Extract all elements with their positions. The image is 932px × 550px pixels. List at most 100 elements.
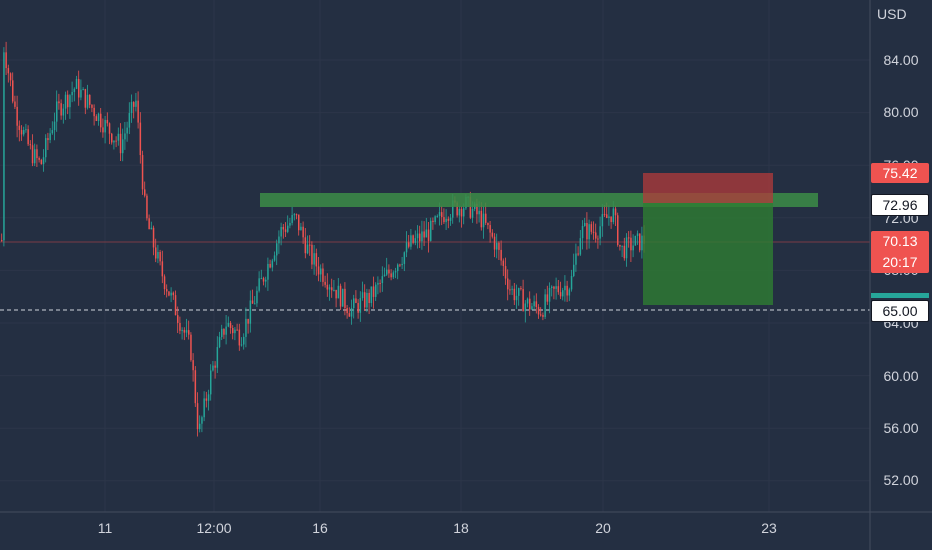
candle-body	[379, 282, 381, 284]
candle-body	[432, 220, 434, 223]
candle-body	[628, 237, 630, 239]
candle-body	[258, 278, 260, 291]
candle-body	[372, 286, 375, 297]
candle-body	[392, 272, 395, 278]
candle-body	[339, 285, 342, 307]
candle-body	[210, 370, 212, 395]
candle-body	[482, 213, 485, 228]
candle-body	[89, 94, 91, 105]
candle-body	[225, 326, 227, 335]
candle-body	[368, 292, 370, 304]
candle-body	[56, 101, 58, 122]
candle-body	[489, 225, 491, 233]
candle-body	[40, 159, 43, 165]
candle-body	[421, 231, 423, 242]
candle-body	[137, 100, 139, 123]
candle-body	[342, 288, 344, 307]
candle-body	[555, 286, 557, 289]
candle-body	[108, 123, 111, 134]
candle-body	[641, 235, 643, 251]
candle-body	[78, 79, 80, 98]
candle-body	[192, 360, 194, 371]
candle-body	[586, 222, 588, 240]
candle-body	[634, 235, 637, 246]
candle-body	[562, 290, 564, 297]
candle-body	[170, 292, 172, 296]
candle-body	[203, 398, 205, 418]
candle-body	[240, 344, 243, 346]
candle-body	[610, 216, 612, 223]
candle-body	[128, 113, 131, 128]
candle-body	[58, 101, 60, 104]
candle-body	[205, 398, 208, 401]
candle-body	[436, 215, 439, 217]
target-tag: 65.00	[871, 300, 929, 322]
currency-label: USD	[877, 6, 907, 22]
candle-body	[38, 158, 40, 160]
candle-body	[579, 238, 582, 255]
candle-body	[584, 222, 586, 226]
candle-body	[313, 253, 315, 265]
candle-body	[364, 292, 366, 308]
candle-body	[221, 328, 223, 338]
candle-body	[500, 249, 502, 261]
candle-body	[201, 417, 203, 424]
target-zone[interactable]	[643, 203, 773, 305]
candle-body	[124, 133, 126, 140]
candle-body	[251, 300, 254, 304]
candle-body	[463, 208, 465, 217]
candle-body	[394, 271, 397, 273]
candle-body	[408, 242, 410, 247]
candle-body	[590, 224, 593, 232]
candle-body	[135, 100, 137, 107]
candle-body	[49, 133, 51, 141]
candle-body	[478, 210, 480, 215]
candle-body	[568, 289, 571, 296]
candle-body	[60, 103, 62, 116]
candle-body	[397, 264, 399, 272]
candle-body	[491, 232, 494, 237]
candle-body	[324, 281, 326, 285]
candle-body	[322, 268, 324, 282]
candle-body	[405, 242, 408, 253]
candle-body	[533, 301, 535, 307]
target-marker	[871, 293, 929, 298]
candle-body	[9, 73, 12, 81]
candle-body	[355, 298, 357, 303]
candle-body	[381, 276, 384, 284]
candle-body	[199, 423, 201, 430]
candle-body	[493, 236, 496, 250]
candle-body	[441, 212, 443, 218]
candle-body	[119, 133, 122, 154]
candle-body	[271, 260, 274, 268]
candle-body	[320, 268, 322, 275]
candle-body	[216, 347, 219, 368]
price-tick: 60.00	[883, 368, 919, 384]
last-price-value: 70.13	[882, 233, 918, 249]
candle-body	[212, 365, 214, 371]
candle-body	[104, 119, 106, 133]
candle-body	[471, 208, 474, 218]
candle-body	[595, 232, 597, 239]
candle-body	[612, 208, 615, 223]
candle-body	[566, 285, 568, 296]
candle-body	[449, 217, 452, 221]
stop-loss-zone[interactable]	[643, 173, 773, 203]
candle-body	[619, 244, 621, 247]
candle-body	[298, 214, 300, 231]
candle-body	[262, 278, 265, 282]
candle-body	[229, 322, 232, 328]
candle-body	[223, 328, 225, 335]
candle-body	[166, 289, 168, 292]
candle-body	[139, 122, 142, 156]
candle-body	[302, 226, 304, 238]
candle-body	[97, 113, 100, 122]
candle-body	[245, 318, 247, 337]
candle-body	[67, 94, 69, 108]
candle-body	[577, 253, 579, 255]
candle-body	[529, 298, 531, 310]
candle-body	[174, 295, 177, 316]
candle-body	[247, 318, 249, 324]
candle-body	[227, 322, 230, 327]
